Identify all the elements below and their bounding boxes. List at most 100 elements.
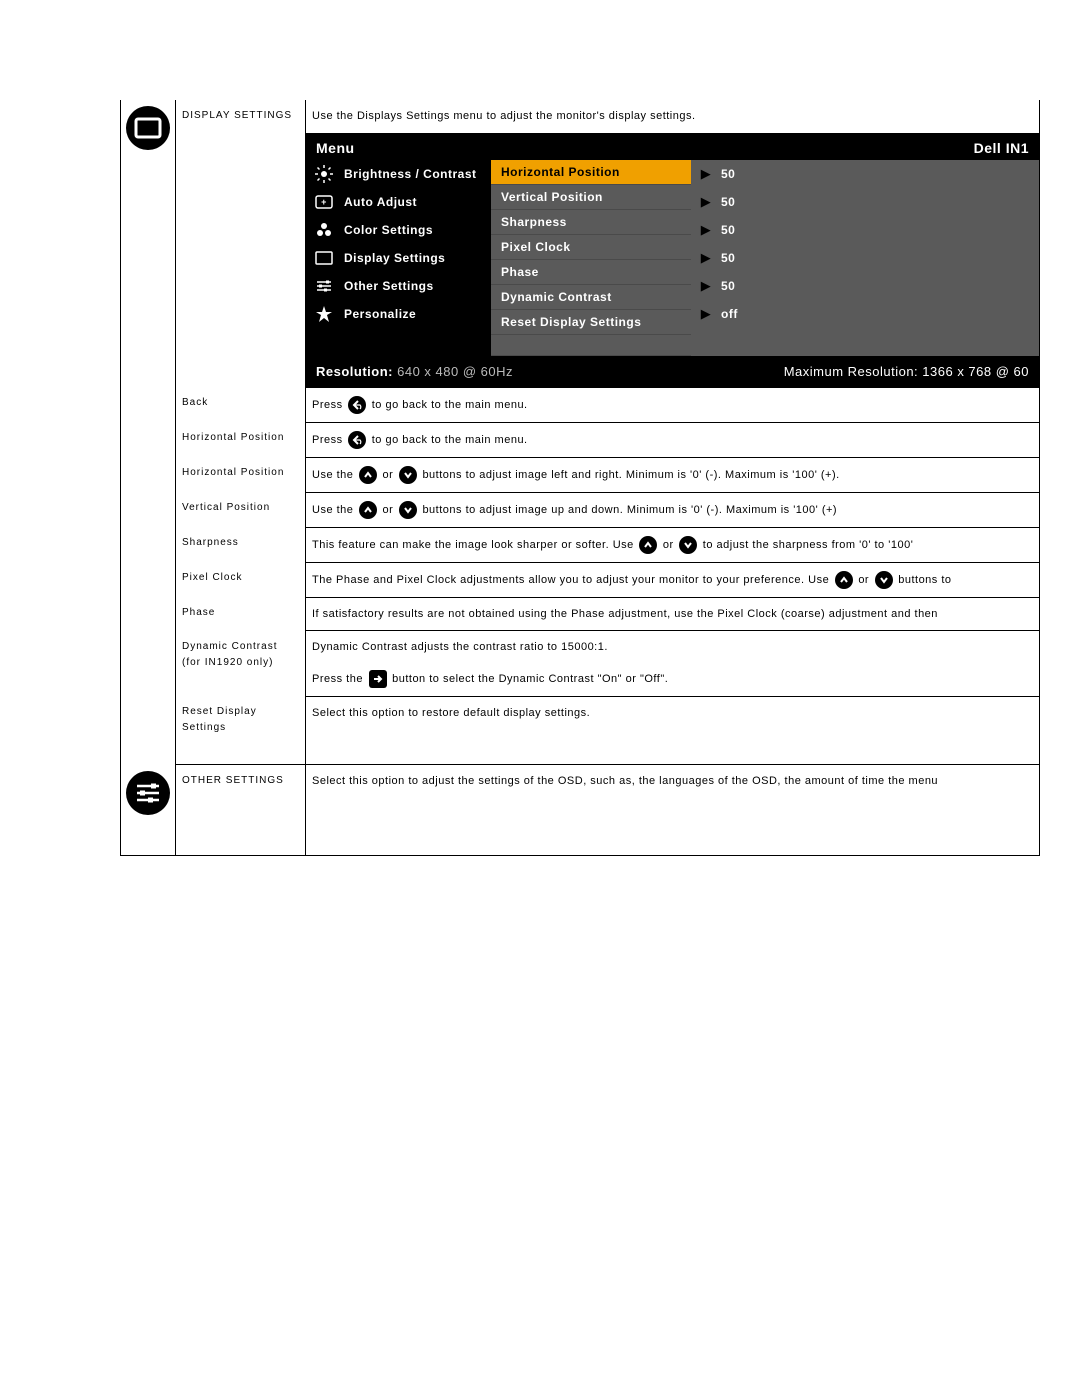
- nav-display[interactable]: Display Settings: [306, 244, 491, 272]
- arrow-icon: ▶: [691, 160, 721, 188]
- osd-item-pc[interactable]: Pixel Clock: [491, 235, 691, 260]
- text: Use the: [312, 503, 357, 515]
- color-icon: [312, 220, 336, 240]
- display-icon: [312, 248, 336, 268]
- osd-value: off: [721, 300, 738, 328]
- row-hp1: Horizontal Position Press to go back to …: [121, 422, 1040, 457]
- osd-item-reset[interactable]: Reset Display Settings: [491, 310, 691, 335]
- row-hp2: Horizontal Position Use the or buttons t…: [121, 457, 1040, 492]
- svg-text:+: +: [321, 197, 327, 207]
- enter-button-icon: [369, 670, 387, 688]
- nav-label: Display Settings: [344, 251, 445, 265]
- text: buttons to adjust image up and down. Min…: [422, 503, 837, 515]
- text: to adjust the sharpness from '0' to '100…: [703, 538, 914, 550]
- osd-item-vp[interactable]: Vertical Position: [491, 185, 691, 210]
- nav-label: Color Settings: [344, 223, 433, 237]
- osd-item-dc[interactable]: Dynamic Contrast: [491, 285, 691, 310]
- row-display-heading: DISPLAY SETTINGS Use the Displays Settin…: [121, 100, 1040, 133]
- arrow-icon: ▶: [691, 188, 721, 216]
- dc-label: Dynamic Contrast (for IN1920 only): [176, 631, 306, 697]
- text: button to select the Dynamic Contrast "O…: [392, 672, 668, 684]
- osd-value: 50: [721, 188, 738, 216]
- osd-spacer: [491, 335, 691, 356]
- text: The Phase and Pixel Clock adjustments al…: [312, 573, 833, 585]
- osd-statusbar: Resolution: 640 x 480 @ 60Hz Maximum Res…: [306, 356, 1039, 387]
- hp1-label: Horizontal Position: [176, 422, 306, 457]
- down-button-icon: [679, 536, 697, 554]
- text: Press: [312, 398, 343, 410]
- arrow-icon: ▶: [691, 244, 721, 272]
- up-button-icon: [359, 501, 377, 519]
- other-section-iconcell: [121, 765, 176, 856]
- nav-other[interactable]: Other Settings: [306, 272, 491, 300]
- text: or: [663, 538, 677, 550]
- back-desc: Press to go back to the main menu.: [306, 387, 1040, 422]
- row-pc: Pixel Clock The Phase and Pixel Clock ad…: [121, 562, 1040, 597]
- text: Dynamic Contrast adjusts the contrast ra…: [312, 639, 1033, 656]
- osd-titlebar: Menu Dell IN1: [306, 134, 1039, 160]
- osd-item-hp[interactable]: Horizontal Position: [491, 160, 691, 185]
- osd-model: Dell IN1: [974, 140, 1029, 156]
- text: or: [383, 503, 397, 515]
- nav-autoadjust[interactable]: + Auto Adjust: [306, 188, 491, 216]
- back-label: Back: [176, 387, 306, 422]
- dc-line2: Press the button to select the Dynamic C…: [312, 670, 1033, 688]
- reset-label: Reset Display Settings: [176, 696, 306, 765]
- text: to go back to the main menu.: [372, 433, 528, 445]
- text: Use the: [312, 468, 357, 480]
- text: buttons to adjust image left and right. …: [422, 468, 839, 480]
- sliders-icon: [312, 276, 336, 296]
- dc-desc: Dynamic Contrast adjusts the contrast ra…: [306, 631, 1040, 697]
- hp2-desc: Use the or buttons to adjust image left …: [306, 457, 1040, 492]
- osd-item-label: Sharpness: [501, 215, 567, 229]
- brightness-icon: [312, 164, 336, 184]
- text: or: [858, 573, 872, 585]
- row-dc: Dynamic Contrast (for IN1920 only) Dynam…: [121, 631, 1040, 697]
- text: buttons to: [898, 573, 951, 585]
- reset-desc: Select this option to restore default di…: [306, 696, 1040, 765]
- text: Press: [312, 433, 343, 445]
- nav-brightness[interactable]: Brightness / Contrast: [306, 160, 491, 188]
- sharp-desc: This feature can make the image look sha…: [306, 527, 1040, 562]
- nav-label: Brightness / Contrast: [344, 167, 477, 181]
- text: to go back to the main menu.: [372, 398, 528, 410]
- osd-resolution: Resolution: 640 x 480 @ 60Hz: [316, 364, 513, 379]
- text: Dynamic Contrast: [182, 641, 277, 652]
- up-button-icon: [835, 571, 853, 589]
- up-button-icon: [359, 466, 377, 484]
- hp1-desc: Press to go back to the main menu.: [306, 422, 1040, 457]
- page: DISPLAY SETTINGS Use the Displays Settin…: [0, 0, 1080, 1397]
- osd-valcol: 50 50 50 50 50 off: [721, 160, 738, 356]
- nav-label: Auto Adjust: [344, 195, 417, 209]
- res-value: 640 x 480 @ 60Hz: [397, 364, 513, 379]
- osd-cell: Menu Dell IN1 Brightness / Contrast: [306, 133, 1040, 387]
- phase-label: Phase: [176, 597, 306, 631]
- res-label: Resolution:: [316, 364, 393, 379]
- nav-color[interactable]: Color Settings: [306, 216, 491, 244]
- up-button-icon: [639, 536, 657, 554]
- arrow-icon: ▶: [691, 216, 721, 244]
- osd-item-label: Pixel Clock: [501, 240, 571, 254]
- osd-item-label: Reset Display Settings: [501, 315, 641, 329]
- other-heading-desc: Select this option to adjust the setting…: [306, 765, 1040, 856]
- osd-leftnav: Brightness / Contrast + Auto Adjust: [306, 160, 491, 356]
- osd-body: Brightness / Contrast + Auto Adjust: [306, 160, 1039, 356]
- doc-table: DISPLAY SETTINGS Use the Displays Settin…: [120, 100, 1040, 856]
- osd-item-label: Vertical Position: [501, 190, 603, 204]
- osd-arrowcol: ▶ ▶ ▶ ▶ ▶ ▶: [691, 160, 721, 356]
- osd-title: Menu: [316, 140, 355, 156]
- arrow-icon: ▶: [691, 272, 721, 300]
- vp-desc: Use the or buttons to adjust image up an…: [306, 492, 1040, 527]
- osd-item-phase[interactable]: Phase: [491, 260, 691, 285]
- row-sharp: Sharpness This feature can make the imag…: [121, 527, 1040, 562]
- phase-desc: If satisfactory results are not obtained…: [306, 597, 1040, 631]
- osd-value: 50: [721, 160, 738, 188]
- row-osd: Menu Dell IN1 Brightness / Contrast: [121, 133, 1040, 387]
- osd-item-sharp[interactable]: Sharpness: [491, 210, 691, 235]
- osd-middle: Horizontal Position Vertical Position Sh…: [491, 160, 691, 356]
- nav-label: Personalize: [344, 307, 416, 321]
- nav-personalize[interactable]: Personalize: [306, 300, 491, 328]
- pc-desc: The Phase and Pixel Clock adjustments al…: [306, 562, 1040, 597]
- star-icon: [312, 304, 336, 324]
- autoadjust-icon: +: [312, 192, 336, 212]
